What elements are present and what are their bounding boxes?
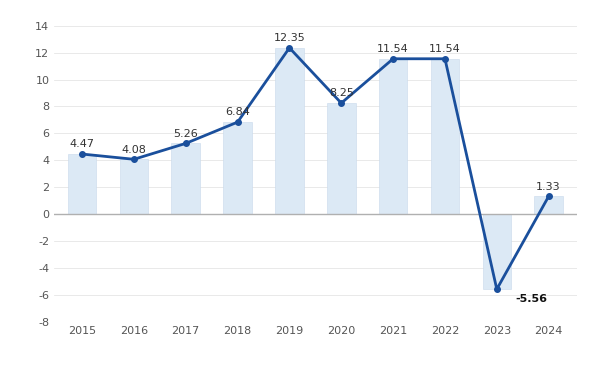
Text: 4.08: 4.08 — [121, 145, 146, 154]
Bar — [431, 59, 459, 214]
Bar — [379, 59, 408, 214]
Bar — [68, 154, 96, 214]
Text: -5.56: -5.56 — [515, 294, 547, 304]
Bar — [223, 122, 252, 214]
Text: 4.47: 4.47 — [70, 139, 95, 149]
Bar — [327, 103, 356, 214]
Text: 1.33: 1.33 — [536, 182, 561, 192]
Bar — [120, 159, 148, 214]
Bar — [171, 143, 200, 214]
Text: 11.54: 11.54 — [429, 44, 461, 54]
Text: 12.35: 12.35 — [274, 33, 305, 43]
Text: 11.54: 11.54 — [377, 44, 409, 54]
Text: 5.26: 5.26 — [173, 129, 198, 139]
Text: 6.84: 6.84 — [225, 107, 250, 117]
Text: 8.25: 8.25 — [329, 88, 353, 98]
Bar — [483, 214, 511, 289]
Bar — [534, 196, 563, 214]
Bar — [275, 48, 303, 214]
